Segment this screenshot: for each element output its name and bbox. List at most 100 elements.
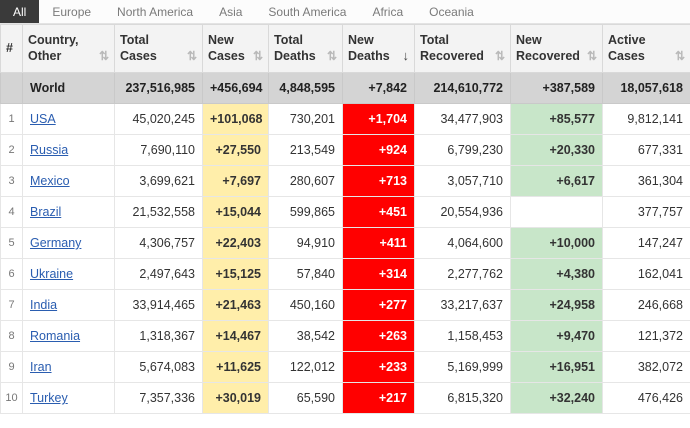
cell-total_deaths: 122,012 bbox=[268, 351, 343, 383]
cell-total_cases: 5,674,083 bbox=[114, 351, 203, 383]
tab-asia[interactable]: Asia bbox=[219, 4, 243, 19]
sort-icon[interactable]: ⇅ bbox=[252, 49, 263, 64]
cell-country: World bbox=[22, 72, 115, 104]
cell-total_cases: 4,306,757 bbox=[114, 227, 203, 259]
sort-icon[interactable]: ⇅ bbox=[674, 49, 685, 64]
cell-new_recovered: +4,380 bbox=[510, 258, 603, 290]
tab-north-america[interactable]: North America bbox=[117, 4, 194, 19]
tab-all[interactable]: All bbox=[0, 0, 40, 23]
cell-country[interactable]: Brazil bbox=[22, 196, 115, 228]
country-link[interactable]: USA bbox=[30, 112, 56, 126]
cell-total_recovered: 5,169,999 bbox=[414, 351, 511, 383]
table-row: 7 India 33,914,465 +21,463 450,160 +277 33,217… bbox=[0, 289, 690, 321]
col-label-new_deaths: New Deaths bbox=[348, 32, 390, 63]
col-header-new_recovered[interactable]: New Recovered ⇅ bbox=[510, 24, 603, 73]
cell-total_recovered: 4,064,600 bbox=[414, 227, 511, 259]
table-row: 8 Romania 1,318,367 +14,467 38,542 +263 1,158,… bbox=[0, 320, 690, 352]
cell-new_cases: +456,694 bbox=[202, 72, 269, 104]
cell-new_deaths: +451 bbox=[342, 196, 415, 228]
cell-active_cases: 476,426 bbox=[602, 382, 690, 414]
cell-total_deaths: 94,910 bbox=[268, 227, 343, 259]
cell-rank: 6 bbox=[0, 258, 23, 290]
country-link[interactable]: Ukraine bbox=[30, 267, 74, 281]
cell-total_deaths: 213,549 bbox=[268, 134, 343, 166]
cell-total_deaths: 4,848,595 bbox=[268, 72, 343, 104]
tab-south-america[interactable]: South America bbox=[268, 4, 347, 19]
cell-total_recovered: 6,799,230 bbox=[414, 134, 511, 166]
country-link[interactable]: Brazil bbox=[30, 205, 62, 219]
country-link[interactable]: Mexico bbox=[30, 174, 70, 188]
cell-total_cases: 237,516,985 bbox=[114, 72, 203, 104]
cell-total_deaths: 38,542 bbox=[268, 320, 343, 352]
cell-new_cases: +14,467 bbox=[202, 320, 269, 352]
cell-total_deaths: 65,590 bbox=[268, 382, 343, 414]
country-link[interactable]: Russia bbox=[30, 143, 69, 157]
cell-new_deaths: +1,704 bbox=[342, 103, 415, 135]
cell-total_cases: 21,532,558 bbox=[114, 196, 203, 228]
cell-rank: 10 bbox=[0, 382, 23, 414]
sort-desc-icon[interactable]: ↓ bbox=[402, 47, 410, 63]
col-header-new_deaths[interactable]: New Deaths ↓ bbox=[342, 24, 415, 73]
cell-country[interactable]: India bbox=[22, 289, 115, 321]
table-row: 1 USA 45,020,245 +101,068 730,201 +1,704 34,47… bbox=[0, 103, 690, 135]
col-header-total_cases[interactable]: Total Cases ⇅ bbox=[114, 24, 203, 73]
col-header-total_deaths[interactable]: Total Deaths ⇅ bbox=[268, 24, 343, 73]
countries-table: # Country, Other ⇅ Total Cases ⇅ New Cases ⇅ To… bbox=[0, 24, 690, 414]
tab-oceania[interactable]: Oceania bbox=[429, 4, 474, 19]
cell-country[interactable]: Iran bbox=[22, 351, 115, 383]
cell-rank: 8 bbox=[0, 320, 23, 352]
country-link[interactable]: Germany bbox=[30, 236, 82, 250]
cell-rank: 1 bbox=[0, 103, 23, 135]
cell-active_cases: 382,072 bbox=[602, 351, 690, 383]
table-row: 10 Turkey 7,357,336 +30,019 65,590 +217 6,815,… bbox=[0, 382, 690, 414]
cell-total_cases: 3,699,621 bbox=[114, 165, 203, 197]
cell-new_deaths: +277 bbox=[342, 289, 415, 321]
col-label-total_cases: Total Cases bbox=[120, 32, 157, 63]
tab-europe[interactable]: Europe bbox=[52, 4, 92, 19]
col-header-new_cases[interactable]: New Cases ⇅ bbox=[202, 24, 269, 73]
table-row: 3 Mexico 3,699,621 +7,697 280,607 +713 3,057,7… bbox=[0, 165, 690, 197]
col-header-country[interactable]: Country, Other ⇅ bbox=[22, 24, 115, 73]
sort-icon[interactable]: ⇅ bbox=[98, 49, 109, 64]
col-header-active_cases[interactable]: Active Cases ⇅ bbox=[602, 24, 690, 73]
cell-country[interactable]: Turkey bbox=[22, 382, 115, 414]
cell-country[interactable]: USA bbox=[22, 103, 115, 135]
country-link[interactable]: India bbox=[30, 298, 58, 312]
cell-country[interactable]: Mexico bbox=[22, 165, 115, 197]
cell-total_cases: 2,497,643 bbox=[114, 258, 203, 290]
cell-total_deaths: 280,607 bbox=[268, 165, 343, 197]
sort-icon[interactable]: ⇅ bbox=[586, 49, 597, 64]
col-label-rank: # bbox=[6, 40, 13, 55]
cell-new_deaths: +713 bbox=[342, 165, 415, 197]
table-row: 9 Iran 5,674,083 +11,625 122,012 +233 5,169,99… bbox=[0, 351, 690, 383]
col-label-total_recovered: Total Recovered bbox=[420, 32, 484, 63]
cell-active_cases: 147,247 bbox=[602, 227, 690, 259]
cell-total_cases: 7,690,110 bbox=[114, 134, 203, 166]
cell-new_cases: +15,125 bbox=[202, 258, 269, 290]
sort-icon[interactable]: ⇅ bbox=[494, 49, 505, 64]
country-link[interactable]: Romania bbox=[30, 329, 81, 343]
cell-new_recovered: +24,958 bbox=[510, 289, 603, 321]
col-header-total_recovered[interactable]: Total Recovered ⇅ bbox=[414, 24, 511, 73]
cell-country[interactable]: Ukraine bbox=[22, 258, 115, 290]
cell-new_deaths: +233 bbox=[342, 351, 415, 383]
cell-new_deaths: +7,842 bbox=[342, 72, 415, 104]
cell-new_recovered bbox=[510, 196, 603, 228]
cell-new_recovered: +16,951 bbox=[510, 351, 603, 383]
cell-new_recovered: +85,577 bbox=[510, 103, 603, 135]
cell-country[interactable]: Romania bbox=[22, 320, 115, 352]
header-row: # Country, Other ⇅ Total Cases ⇅ New Cases ⇅ To… bbox=[0, 24, 690, 73]
sort-icon[interactable]: ⇅ bbox=[186, 49, 197, 64]
cell-total_cases: 33,914,465 bbox=[114, 289, 203, 321]
country-link[interactable]: Turkey bbox=[30, 391, 68, 405]
tab-africa[interactable]: Africa bbox=[372, 4, 404, 19]
table-row: 2 Russia 7,690,110 +27,550 213,549 +924 6,799,… bbox=[0, 134, 690, 166]
sort-icon[interactable]: ⇅ bbox=[326, 49, 337, 64]
cell-country[interactable]: Germany bbox=[22, 227, 115, 259]
cell-active_cases: 9,812,141 bbox=[602, 103, 690, 135]
cell-country[interactable]: Russia bbox=[22, 134, 115, 166]
cell-new_recovered: +387,589 bbox=[510, 72, 603, 104]
cell-rank: 2 bbox=[0, 134, 23, 166]
country-link[interactable]: Iran bbox=[30, 360, 52, 374]
